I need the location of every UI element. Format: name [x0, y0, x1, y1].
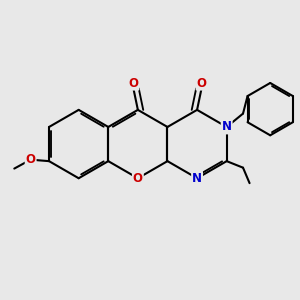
Text: O: O: [196, 76, 206, 90]
Text: O: O: [133, 172, 143, 185]
Text: O: O: [26, 153, 36, 166]
Text: O: O: [128, 76, 138, 90]
Text: N: N: [222, 121, 232, 134]
Text: N: N: [192, 172, 202, 185]
